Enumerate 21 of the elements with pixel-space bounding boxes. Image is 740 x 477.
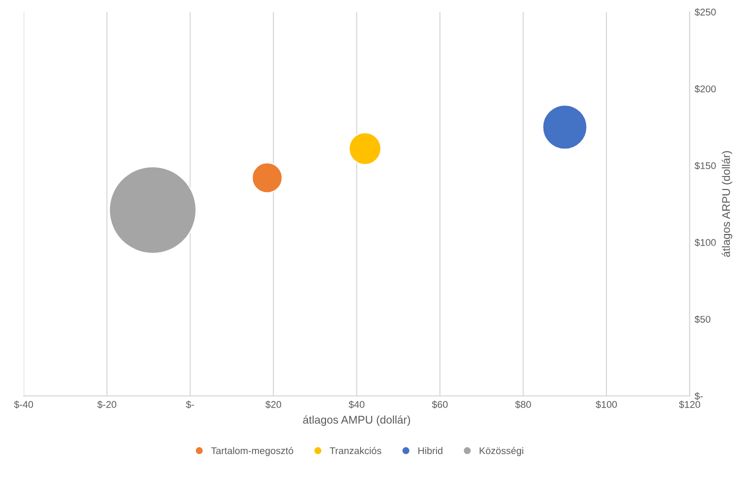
x-tick-label: $100 <box>596 400 617 408</box>
x-tick-label: $-20 <box>97 400 116 408</box>
y-tick-label: $150 <box>694 162 716 170</box>
y-tick-label: $50 <box>694 315 710 324</box>
x-tick-label: $40 <box>348 400 364 408</box>
y-axis-title: átlagos ARPU (dollár) <box>722 151 732 257</box>
x-tick-label: $-40 <box>14 400 34 408</box>
x-tick-label: $60 <box>432 400 448 408</box>
x-tick-label: $20 <box>265 400 282 408</box>
x-tick-label: $120 <box>678 400 700 408</box>
y-tick-label: $250 <box>694 8 716 16</box>
legend-label: Tranzakciós <box>330 446 382 454</box>
y-tick-label: $100 <box>694 238 716 247</box>
x-tick-label: $80 <box>515 400 531 408</box>
x-axis-title: átlagos AMPU (dollár) <box>303 415 410 426</box>
legend-label: Hibrid <box>418 447 442 454</box>
y-tick-label: $200 <box>694 85 716 93</box>
x-tick-label: $- <box>186 400 194 408</box>
y-tick-label: $- <box>694 392 703 400</box>
legend-label: Közösségi <box>480 446 524 456</box>
legend-label: Tartalom-megosztó <box>211 446 294 456</box>
